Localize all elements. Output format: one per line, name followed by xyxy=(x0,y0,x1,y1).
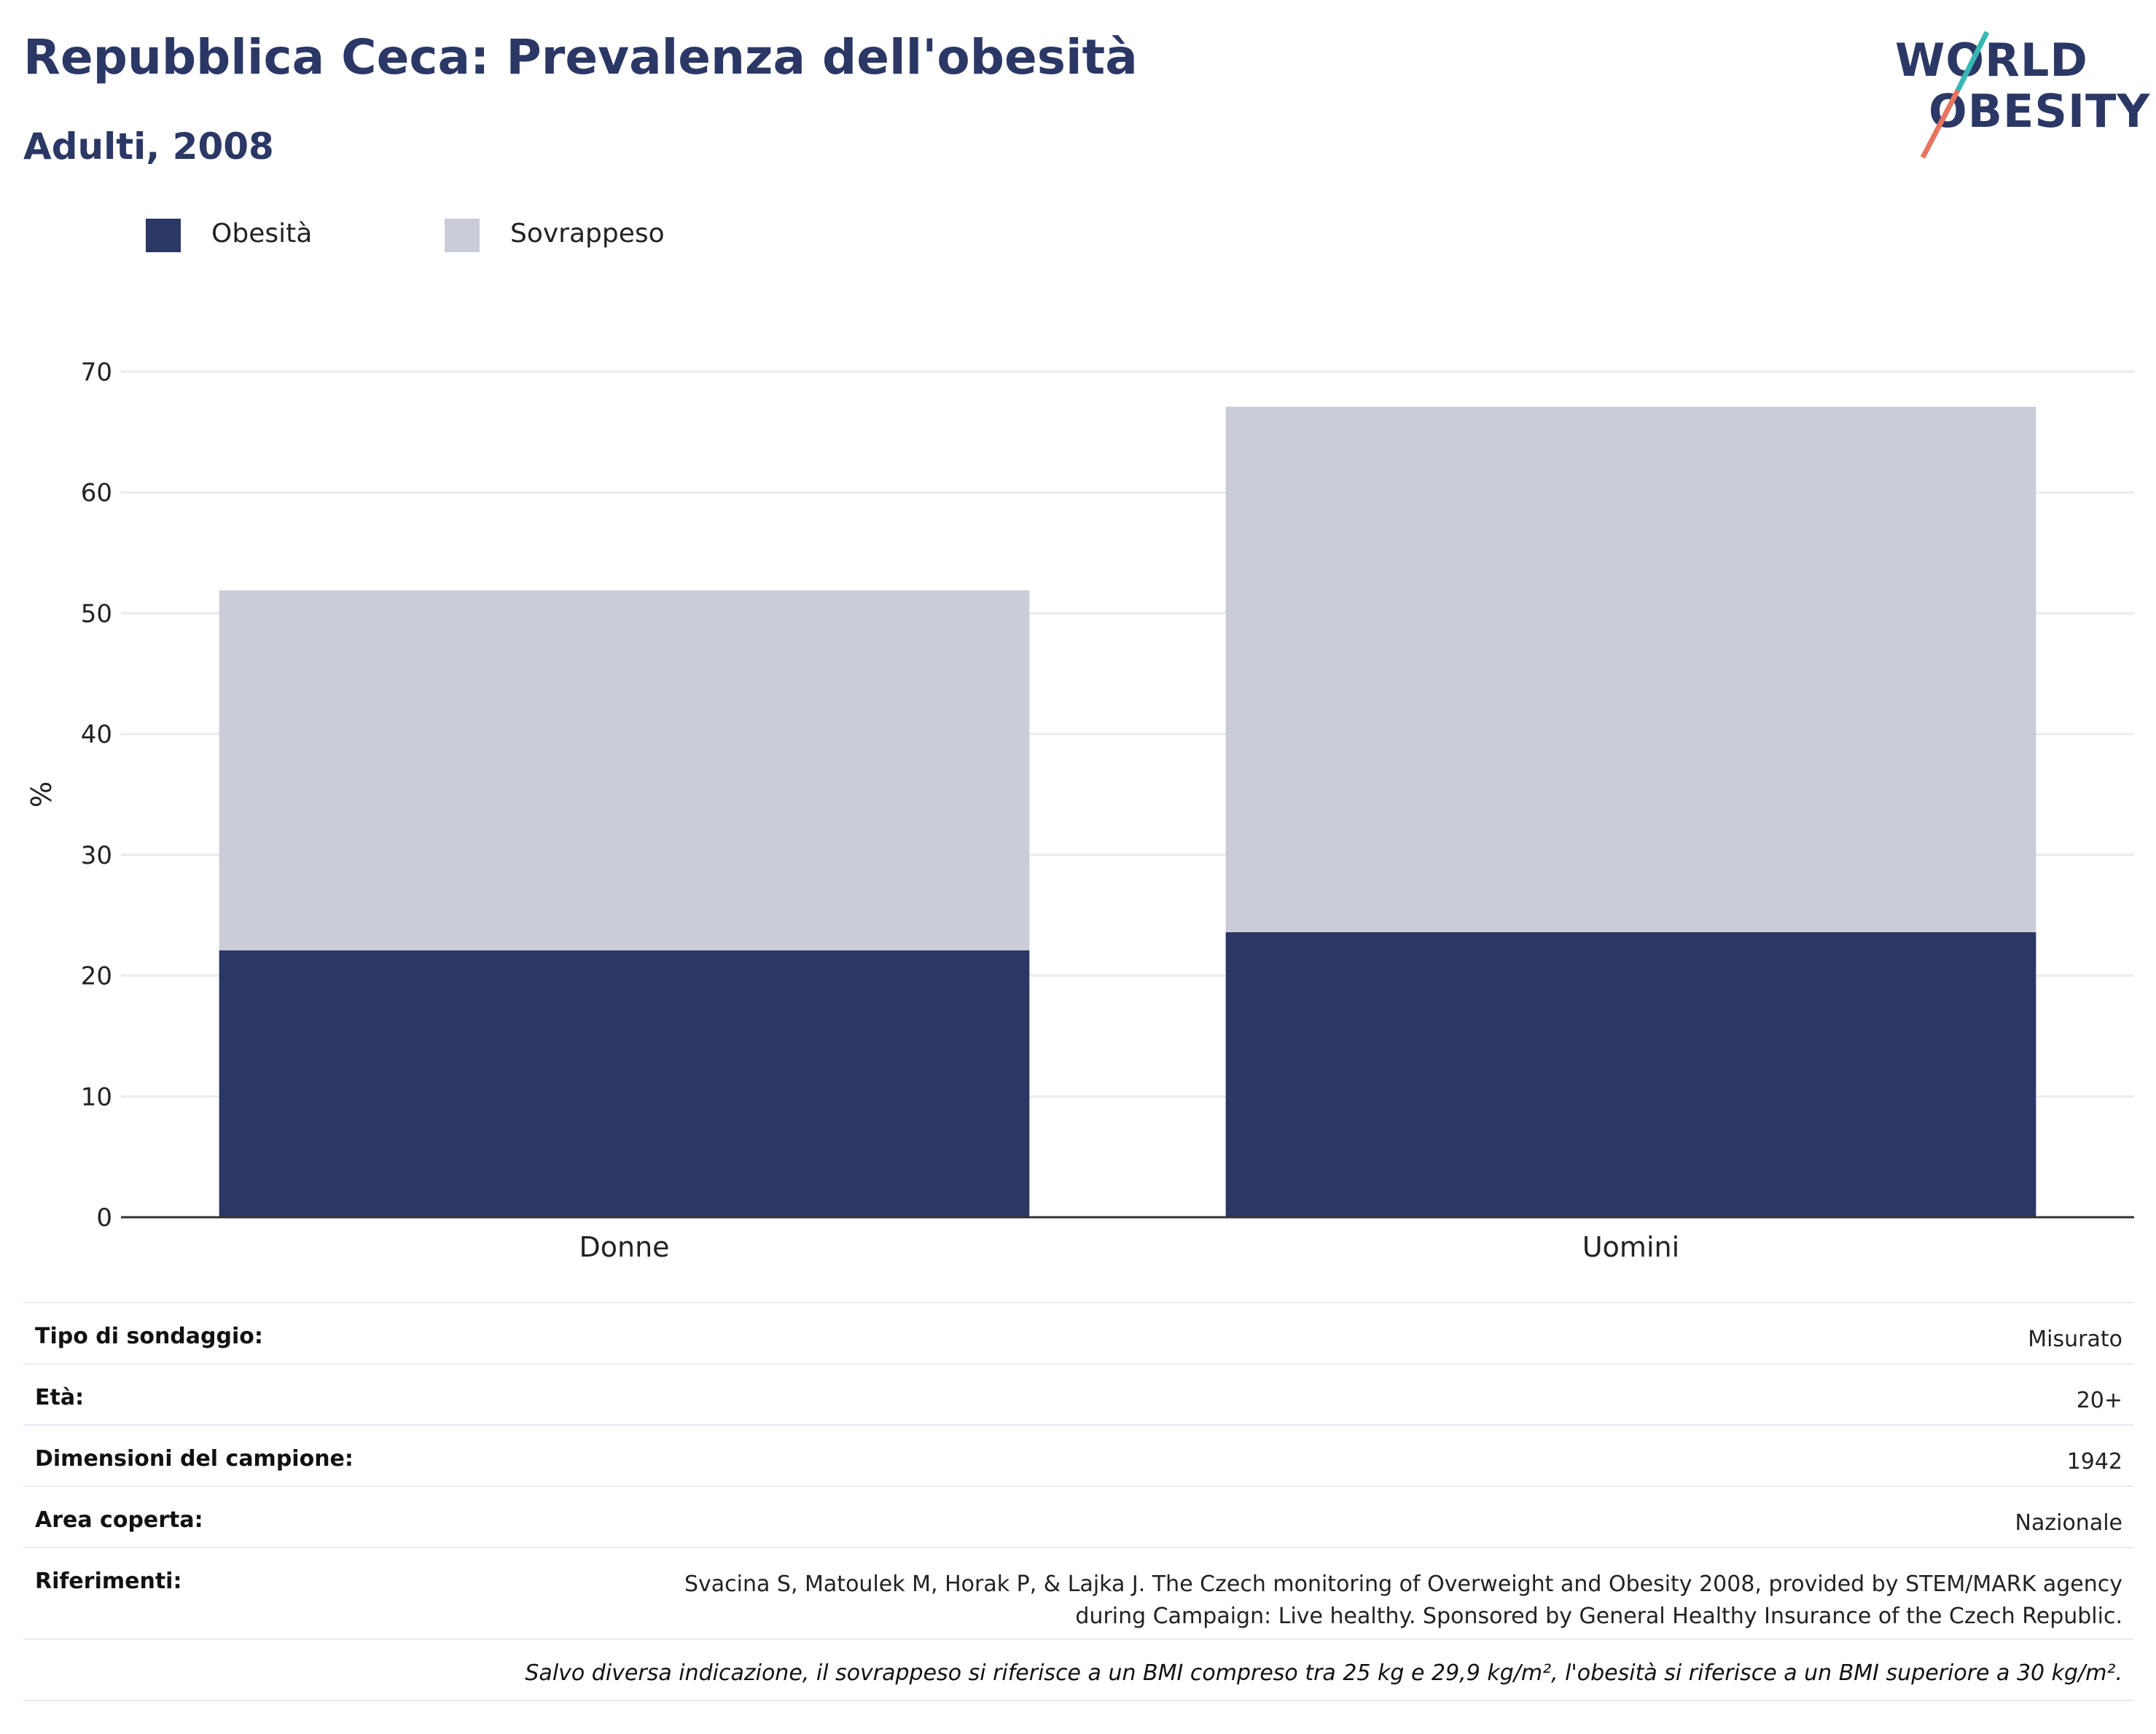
x-tick-label: Uomini xyxy=(1582,1231,1679,1261)
meta-row-survey-type: Tipo di sondaggio: Misurato xyxy=(23,1302,2134,1363)
bmi-definition-note: Salvo diversa indicazione, il sovrappeso… xyxy=(525,1660,2122,1686)
logo-word-world: WORLD xyxy=(1895,34,2088,87)
meta-key: Area coperta: xyxy=(35,1507,203,1533)
meta-value: Misurato xyxy=(2028,1327,2122,1352)
y-tick-label: 10 xyxy=(81,1082,112,1112)
y-tick-label: 50 xyxy=(81,599,112,628)
meta-key: Tipo di sondaggio: xyxy=(35,1324,263,1349)
bar-sovrappeso-donne xyxy=(219,590,1030,950)
meta-row-note: Salvo diversa indicazione, il sovrappeso… xyxy=(23,1639,2134,1701)
meta-value: 1942 xyxy=(2066,1449,2122,1475)
bar-sovrappeso-uomini xyxy=(1225,407,2036,932)
meta-value: 20+ xyxy=(2076,1388,2122,1413)
stacked-bar-chart: 0 10 20 30 40 50 60 70% Donne Uomini xyxy=(26,358,2134,1261)
y-axis-label: % xyxy=(26,781,58,808)
y-tick-label: 60 xyxy=(81,479,112,508)
legend-swatch-sovrappeso xyxy=(445,219,480,252)
survey-info-table: Tipo di sondaggio: Misurato Età: 20+ Dim… xyxy=(23,1302,2134,1701)
meta-row-sample-size: Dimensioni del campione: 1942 xyxy=(23,1424,2134,1485)
logo-slash-icon xyxy=(1920,31,1990,159)
y-tick-label: 40 xyxy=(81,720,112,749)
y-tick-label: 0 xyxy=(96,1203,112,1233)
world-obesity-logo: WORLD OBESITY xyxy=(1895,31,2149,159)
meta-key: Dimensioni del campione: xyxy=(35,1446,354,1472)
x-tick-label: Donne xyxy=(579,1231,669,1261)
meta-row-references: Riferimenti: Svacina S, Matoulek M, Hora… xyxy=(23,1547,2134,1639)
meta-row-age: Età: 20+ xyxy=(23,1363,2134,1424)
y-tick-label: 70 xyxy=(81,358,112,387)
meta-value: Nazionale xyxy=(2015,1510,2122,1536)
legend-label-sovrappeso: Sovrappeso xyxy=(510,219,665,249)
logo-word-obesity: OBESITY xyxy=(1929,85,2151,138)
references-text: Svacina S, Matoulek M, Horak P, & Lajka … xyxy=(684,1569,2122,1633)
chart-title: Repubblica Ceca: Prevalenza dell'obesità xyxy=(23,29,1138,85)
chart-subtitle: Adulti, 2008 xyxy=(23,125,274,168)
meta-key: Età: xyxy=(35,1385,85,1410)
references-line: during Campaign: Live healthy. Sponsored… xyxy=(1075,1604,2122,1629)
y-tick-label: 30 xyxy=(81,841,112,870)
meta-key: Riferimenti: xyxy=(35,1569,182,1594)
legend-label-obesita: Obesità xyxy=(211,219,313,249)
y-tick-label: 20 xyxy=(81,962,112,991)
legend-swatch-obesita xyxy=(146,219,181,252)
meta-row-area: Area coperta: Nazionale xyxy=(23,1485,2134,1547)
bar-obesit-uomini xyxy=(1225,932,2036,1217)
bar-obesit-donne xyxy=(219,950,1030,1217)
references-line: Svacina S, Matoulek M, Horak P, & Lajka … xyxy=(684,1571,2122,1597)
